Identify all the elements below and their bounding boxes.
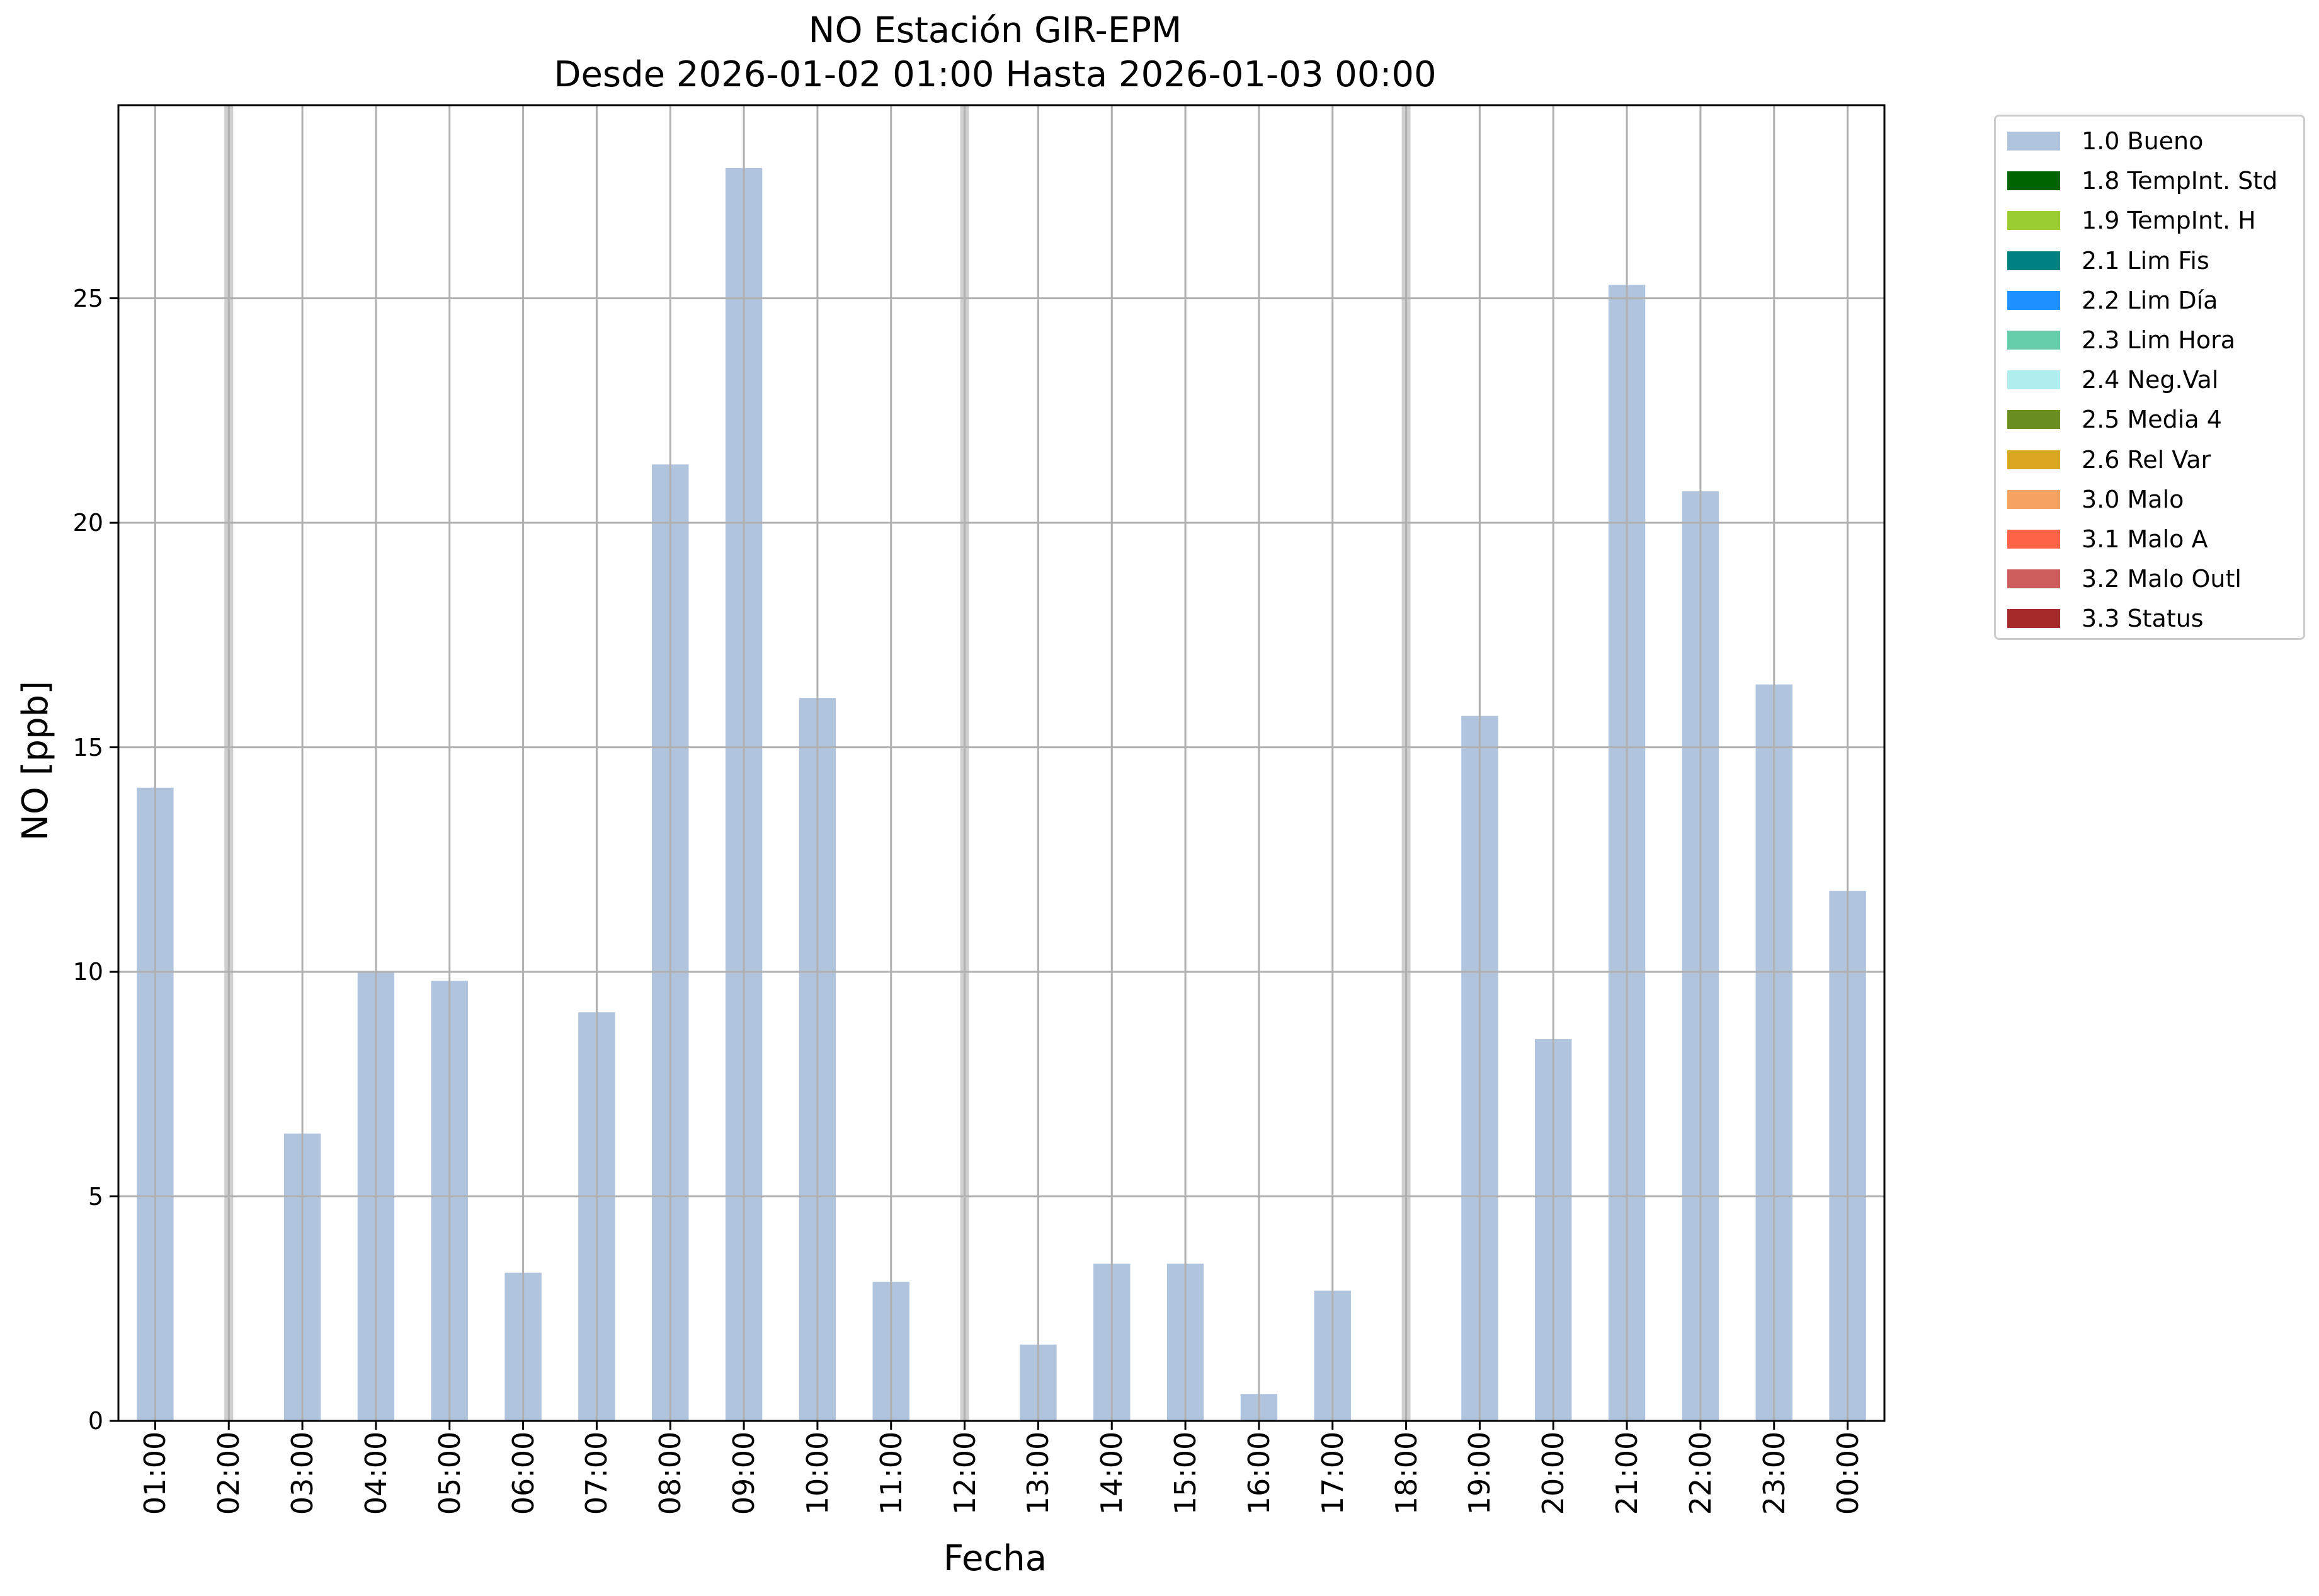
- x-tick-label: 20:00: [1536, 1431, 1571, 1515]
- y-tick-label: 15: [72, 733, 103, 761]
- legend-label: 3.0 Malo: [2082, 485, 2184, 513]
- x-tick-label: 11:00: [874, 1431, 908, 1515]
- x-tick-label: 06:00: [506, 1431, 540, 1515]
- x-tick-label: 19:00: [1462, 1431, 1497, 1515]
- legend-label: 3.2 Malo Outl: [2082, 565, 2242, 593]
- x-tick-label: 15:00: [1168, 1431, 1203, 1515]
- legend-item: 1.8 TempInt. Std: [2007, 165, 2277, 197]
- x-tick-label: 10:00: [800, 1431, 835, 1515]
- legend-item: 2.3 Lim Hora: [2007, 324, 2235, 356]
- x-tick-label: 16:00: [1241, 1431, 1276, 1515]
- legend-swatch: [2007, 450, 2060, 469]
- x-tick-label: 00:00: [1830, 1431, 1865, 1515]
- x-tick-label: 13:00: [1021, 1431, 1056, 1515]
- plot-frame: [117, 104, 1886, 1422]
- legend-swatch: [2007, 331, 2060, 350]
- legend: 1.0 Bueno 1.8 TempInt. Std 1.9 TempInt. H 2…: [1994, 115, 2305, 640]
- x-tick-label: 21:00: [1610, 1431, 1644, 1515]
- legend-swatch: [2007, 489, 2060, 509]
- chart-subtitle: Desde 2026-01-02 01:00 Hasta 2026-01-03 …: [554, 54, 1437, 95]
- y-tick-label: 5: [88, 1182, 103, 1211]
- legend-item: 2.6 Rel Var: [2007, 444, 2211, 476]
- legend-swatch: [2007, 530, 2060, 549]
- y-axis-label: NO [ppb]: [15, 680, 56, 841]
- legend-swatch: [2007, 609, 2060, 629]
- x-tick-label: 12:00: [947, 1431, 982, 1515]
- x-tick-label: 03:00: [285, 1431, 320, 1515]
- y-tick-label: 0: [88, 1407, 103, 1435]
- legend-label: 2.2 Lim Día: [2082, 286, 2218, 314]
- x-tick-label: 14:00: [1095, 1431, 1129, 1515]
- legend-swatch: [2007, 211, 2060, 231]
- x-tick-label: 01:00: [138, 1431, 173, 1515]
- legend-label: 2.5 Media 4: [2082, 406, 2222, 434]
- legend-item: 2.2 Lim Día: [2007, 285, 2218, 316]
- y-tick-label: 20: [72, 509, 103, 537]
- legend-label: 1.8 TempInt. Std: [2082, 167, 2278, 195]
- x-tick-label: 02:00: [212, 1431, 246, 1515]
- x-tick-label: 05:00: [432, 1431, 467, 1515]
- legend-item: 2.5 Media 4: [2007, 404, 2222, 435]
- legend-item: 3.2 Malo Outl: [2007, 563, 2242, 595]
- legend-label: 3.1 Malo A: [2082, 525, 2208, 553]
- legend-item: 3.1 Malo A: [2007, 523, 2208, 555]
- legend-label: 2.1 Lim Fis: [2082, 246, 2209, 275]
- x-tick-label: 18:00: [1389, 1431, 1423, 1515]
- x-tick-label: 09:00: [727, 1431, 761, 1515]
- legend-label: 3.3 Status: [2082, 605, 2204, 633]
- legend-label: 1.9 TempInt. H: [2082, 207, 2256, 235]
- chart-title: NO Estación GIR-EPM: [808, 10, 1182, 51]
- legend-swatch: [2007, 370, 2060, 390]
- legend-item: 1.0 Bueno: [2007, 125, 2203, 157]
- x-tick-label: 08:00: [653, 1431, 688, 1515]
- x-tick-label: 23:00: [1757, 1431, 1791, 1515]
- legend-swatch: [2007, 132, 2060, 151]
- x-axis-label: Fecha: [943, 1538, 1047, 1579]
- x-tick-label: 22:00: [1683, 1431, 1718, 1515]
- legend-swatch: [2007, 410, 2060, 430]
- legend-item: 3.0 Malo: [2007, 484, 2184, 515]
- legend-swatch: [2007, 290, 2060, 310]
- y-tick-label: 25: [72, 284, 103, 312]
- legend-item: 2.1 Lim Fis: [2007, 245, 2209, 276]
- legend-label: 2.3 Lim Hora: [2082, 326, 2236, 354]
- legend-swatch: [2007, 569, 2060, 589]
- y-tick-label: 10: [72, 958, 103, 986]
- legend-item: 3.3 Status: [2007, 603, 2204, 634]
- legend-label: 2.4 Neg.Val: [2082, 366, 2219, 394]
- legend-item: 1.9 TempInt. H: [2007, 205, 2256, 236]
- legend-label: 2.6 Rel Var: [2082, 445, 2211, 474]
- legend-item: 2.4 Neg.Val: [2007, 364, 2218, 396]
- x-tick-label: 07:00: [579, 1431, 614, 1515]
- legend-label: 1.0 Bueno: [2082, 127, 2204, 155]
- x-tick-label: 04:00: [358, 1431, 393, 1515]
- legend-swatch: [2007, 251, 2060, 270]
- legend-swatch: [2007, 171, 2060, 191]
- x-tick-label: 17:00: [1315, 1431, 1350, 1515]
